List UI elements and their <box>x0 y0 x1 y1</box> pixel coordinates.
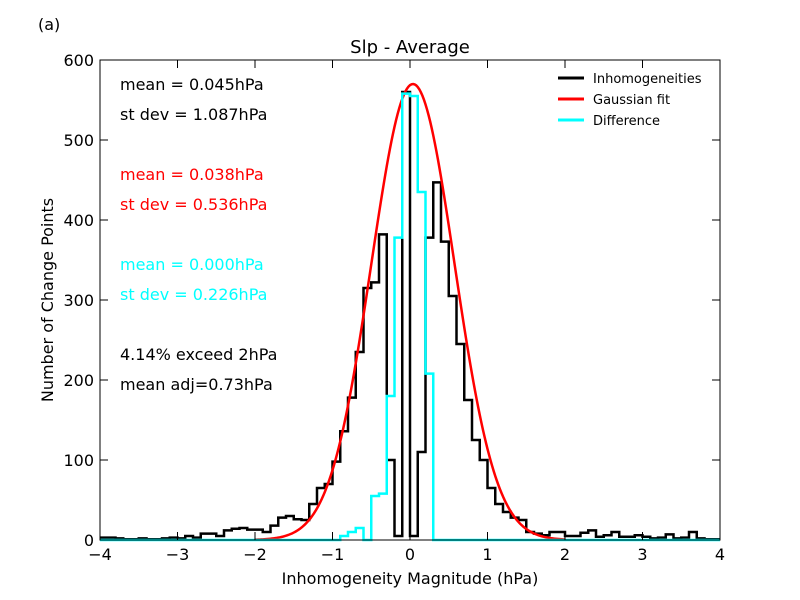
legend-label-gaussian-fit: Gaussian fit <box>593 93 670 108</box>
y-tick-label: 200 <box>63 371 94 390</box>
x-tick-label: 3 <box>637 545 647 564</box>
series-inhomogeneities <box>100 90 720 541</box>
stat-exceed: 4.14% exceed 2hPa <box>120 345 277 364</box>
stat-stdev-difference: st dev = 0.226hPa <box>120 285 267 304</box>
plot-frame <box>99 59 721 541</box>
x-tick-label: −1 <box>321 545 345 564</box>
series-gaussian-fit <box>254 82 566 541</box>
y-tick-label: 0 <box>84 531 94 550</box>
x-tick-label: −4 <box>88 545 112 564</box>
y-tick-label: 500 <box>63 131 94 150</box>
x-tick-label: 2 <box>560 545 570 564</box>
step-line-inhomogeneities <box>100 90 720 541</box>
y-tick-label: 400 <box>63 211 94 230</box>
y-tick-label: 600 <box>63 51 94 70</box>
legend-label-inhomogeneities: Inhomogeneities <box>593 72 702 87</box>
x-tick-label: 0 <box>405 545 415 564</box>
stat-mean-difference: mean = 0.000hPa <box>120 255 264 274</box>
gaussian-curve <box>254 82 566 541</box>
stat-mean-gaussian: mean = 0.038hPa <box>120 165 264 184</box>
stat-mean-inhomogeneities: mean = 0.045hPa <box>120 75 264 94</box>
chart-title: Slp - Average <box>350 37 470 58</box>
y-axis-label: Number of Change Points <box>38 198 57 402</box>
x-tick-label: 1 <box>482 545 492 564</box>
x-tick-label: 4 <box>715 545 725 564</box>
x-tick-label: −3 <box>166 545 190 564</box>
stat-stdev-gaussian: st dev = 0.536hPa <box>120 195 267 214</box>
x-tick-label: −2 <box>243 545 267 564</box>
series-layer <box>100 82 720 542</box>
y-tick-label: 100 <box>63 451 94 470</box>
y-tick-label: 300 <box>63 291 94 310</box>
x-axis-label: Inhomogeneity Magnitude (hPa) <box>282 569 539 588</box>
stats-block: mean = 0.045hPa st dev = 1.087hPa mean =… <box>120 75 277 394</box>
legend: Inhomogeneities Gaussian fit Difference <box>558 72 702 129</box>
stat-mean-adj: mean adj=0.73hPa <box>120 375 273 394</box>
legend-label-difference: Difference <box>593 114 660 129</box>
panel-label: (a) <box>38 15 60 34</box>
tick-layer: −4 −3 −2 −1 0 1 2 3 4 0 100 200 300 400 500 600 <box>63 51 725 564</box>
stat-stdev-inhomogeneities: st dev = 1.087hPa <box>120 105 267 124</box>
